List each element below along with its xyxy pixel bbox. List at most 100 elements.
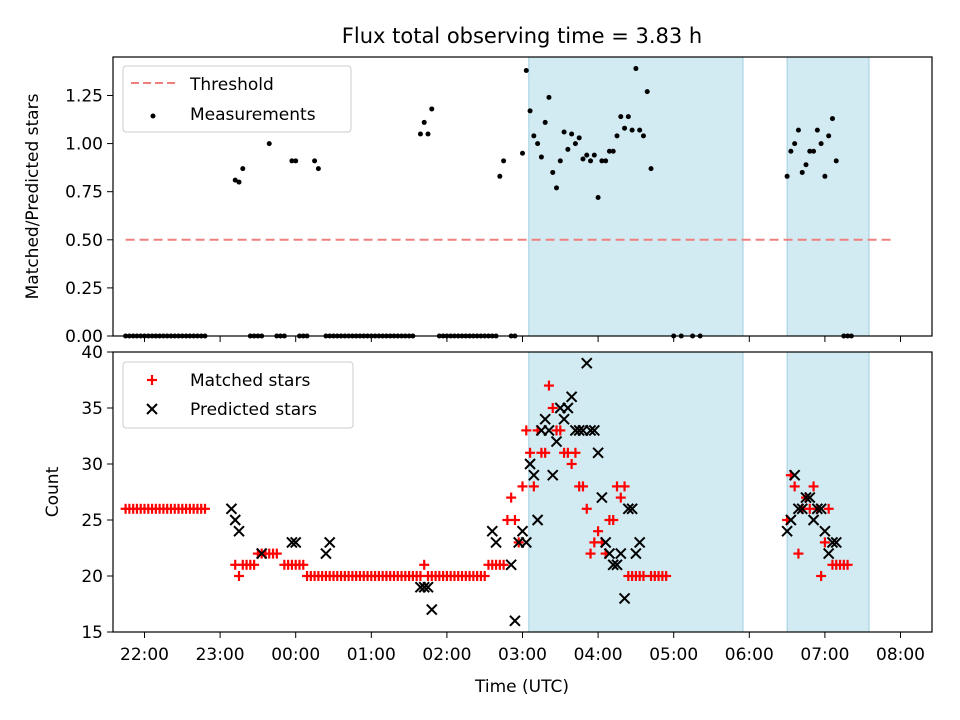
x-axis-label: Time (UTC) (474, 677, 569, 697)
measurement-point (546, 94, 552, 100)
matched-star-point (793, 548, 804, 559)
predicted-star-point (819, 525, 831, 537)
matched-star-point (819, 537, 830, 548)
y-tick-label: 1.25 (65, 86, 103, 106)
predicted-star-point (520, 536, 532, 549)
top-shaded-intervals (528, 56, 870, 337)
matched-star-point (547, 403, 558, 413)
predicted-star-point (229, 514, 241, 526)
measurement-point (640, 133, 646, 139)
bottom-y-axis: 15 20 25 30 35 40 (81, 343, 113, 643)
matched-star-point (615, 492, 626, 503)
measurement-point (644, 89, 650, 95)
matched-star-point (509, 515, 520, 525)
predicted-star-point (596, 491, 608, 504)
legend-matched-marker (147, 375, 157, 385)
predicted-star-point (607, 559, 619, 571)
matched-star-point (271, 548, 282, 559)
predicted-star-point (792, 503, 805, 515)
x-tick-label: 00:00 (271, 645, 320, 665)
predicted-star-point (826, 536, 839, 549)
predicted-star-point (815, 503, 827, 515)
matched-star-point (585, 548, 596, 559)
predicted-star-point (785, 514, 797, 526)
predicted-star-point (225, 503, 238, 515)
x-tick-label: 01:00 (347, 645, 396, 665)
bottom-y-axis-label: Count (43, 466, 63, 517)
matched-star-point (479, 571, 490, 581)
y-tick-label: 25 (81, 511, 103, 531)
legend-matched-label: Matched stars (190, 371, 310, 391)
measurement-point (240, 166, 246, 172)
measurement-point (595, 194, 601, 200)
shaded-interval (786, 351, 870, 633)
matched-star-point (506, 492, 517, 503)
matched-star-point (521, 425, 532, 436)
matched-star-point (823, 503, 834, 514)
top-panel: 0.00 0.25 0.50 0.75 1.00 1.25 Matched/Predict… (23, 56, 933, 347)
measurement-point (312, 158, 318, 164)
predicted-star-point (584, 424, 597, 437)
measurement-point (542, 119, 548, 125)
predicted-star-point (505, 559, 517, 571)
measurement-point (599, 158, 605, 164)
predicted-star-point (558, 413, 570, 425)
measurement-point (580, 156, 586, 162)
top-legend: Threshold Measurements (122, 65, 352, 133)
matched-star-point (608, 515, 619, 525)
measurement-point (610, 148, 616, 154)
measurement-point (584, 152, 590, 158)
predicted-star-point (516, 525, 529, 537)
predicted-star-point (811, 503, 824, 515)
measurement-point (232, 177, 238, 183)
measurement-point (520, 150, 525, 156)
measurement-point (236, 179, 242, 185)
predicted-star-point (611, 559, 623, 571)
top-legend-box (122, 65, 352, 133)
measurement-point (807, 148, 813, 154)
measurement-point (814, 127, 820, 133)
predicted-star-point (800, 491, 812, 504)
predicted-star-point (547, 469, 559, 481)
x-tick-label: 04:00 (574, 645, 623, 665)
matched-star-point (581, 503, 592, 514)
matched-star-point (234, 571, 244, 581)
measurement-point (501, 158, 507, 164)
predicted-star-point (788, 469, 801, 481)
measurement-point (554, 185, 560, 191)
predicted-star-point (573, 424, 585, 437)
y-tick-label: 0.25 (65, 279, 103, 299)
predicted-star-point (781, 525, 793, 537)
predicted-star-point (289, 536, 302, 549)
measurement-point (576, 135, 582, 141)
chart-title: Flux total observing time = 3.83 h (342, 24, 702, 48)
x-tick-label: 05:00 (649, 645, 698, 665)
measurement-point (569, 131, 575, 137)
measurement-point (425, 131, 431, 137)
measurement-point (561, 129, 567, 135)
matched-star-point (593, 526, 604, 537)
predicted-star-point (550, 435, 563, 448)
measurement-point (637, 127, 643, 133)
matched-star-point (525, 447, 536, 458)
predicted-star-point (486, 525, 498, 537)
measurement-point (833, 158, 839, 164)
measurement-point (572, 141, 578, 147)
predicted-star-point (426, 603, 438, 616)
measurement-point (557, 158, 563, 164)
measurement-point (527, 108, 533, 114)
measurement-point (417, 131, 423, 137)
y-tick-label: 20 (81, 567, 103, 587)
measurement-point (622, 125, 628, 131)
predicted-star-point (807, 514, 820, 526)
matched-star-point (555, 425, 566, 436)
measurement-point (535, 141, 541, 147)
bottom-x-axis: 22:00 23:00 00:00 01:00 02:00 03:00 04:00 05:00… (120, 632, 925, 665)
predicted-star-point (539, 413, 551, 425)
y-tick-label: 0.75 (65, 183, 103, 203)
predicted-star-point (562, 402, 574, 414)
shaded-interval (528, 56, 744, 337)
x-tick-label: 08:00 (876, 645, 925, 665)
x-tick-label: 06:00 (725, 645, 774, 665)
